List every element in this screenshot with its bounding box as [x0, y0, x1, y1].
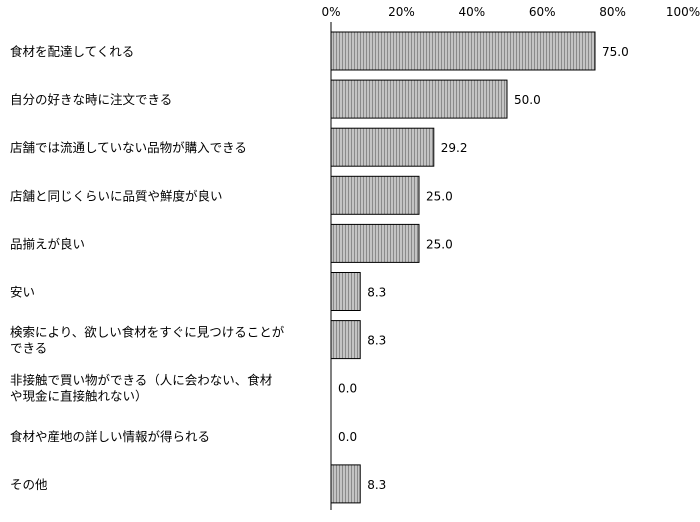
bar: [330, 127, 435, 167]
category-label: 店舗と同じくらいに品質や鮮度が良い: [10, 188, 223, 203]
value-label: 29.2: [441, 141, 468, 155]
x-tick-label: 60%: [529, 5, 556, 19]
value-label: 8.3: [367, 478, 386, 492]
category-label: 店舗では流通していない品物が購入できる: [10, 140, 247, 155]
value-label: 25.0: [426, 237, 453, 251]
value-label: 50.0: [514, 93, 541, 107]
category-label: その他: [10, 477, 48, 492]
x-tick-label: 0%: [321, 5, 340, 19]
x-tick-label: 20%: [388, 5, 415, 19]
bar: [330, 464, 361, 504]
bar: [330, 175, 420, 215]
value-label: 8.3: [367, 286, 386, 300]
category-label: 品揃えが良い: [10, 236, 85, 251]
category-label: 自分の好きな時に注文できる: [10, 92, 172, 107]
category-label: 検索により、欲しい食材をすぐに見つけることが: [10, 325, 285, 340]
bar: [330, 320, 361, 360]
category-label: 安い: [10, 285, 35, 300]
x-tick-label: 100%: [666, 5, 700, 19]
x-tick-label: 40%: [458, 5, 485, 19]
value-label: 25.0: [426, 189, 453, 203]
value-label: 8.3: [367, 334, 386, 348]
category-label: や現金に直接触れない）: [10, 389, 148, 404]
bar: [330, 31, 596, 71]
category-label: できる: [10, 341, 47, 356]
bar: [330, 223, 420, 263]
value-label: 0.0: [338, 382, 357, 396]
bar: [330, 272, 361, 311]
category-label: 食材や産地の詳しい情報が得られる: [10, 429, 210, 444]
category-label: 非接触で買い物ができる（人に会わない、食材: [10, 373, 272, 388]
x-tick-label: 80%: [599, 5, 626, 19]
value-label: 0.0: [338, 430, 357, 444]
value-label: 75.0: [602, 45, 629, 59]
bar: [330, 79, 508, 119]
category-label: 食材を配達してくれる: [10, 44, 134, 59]
